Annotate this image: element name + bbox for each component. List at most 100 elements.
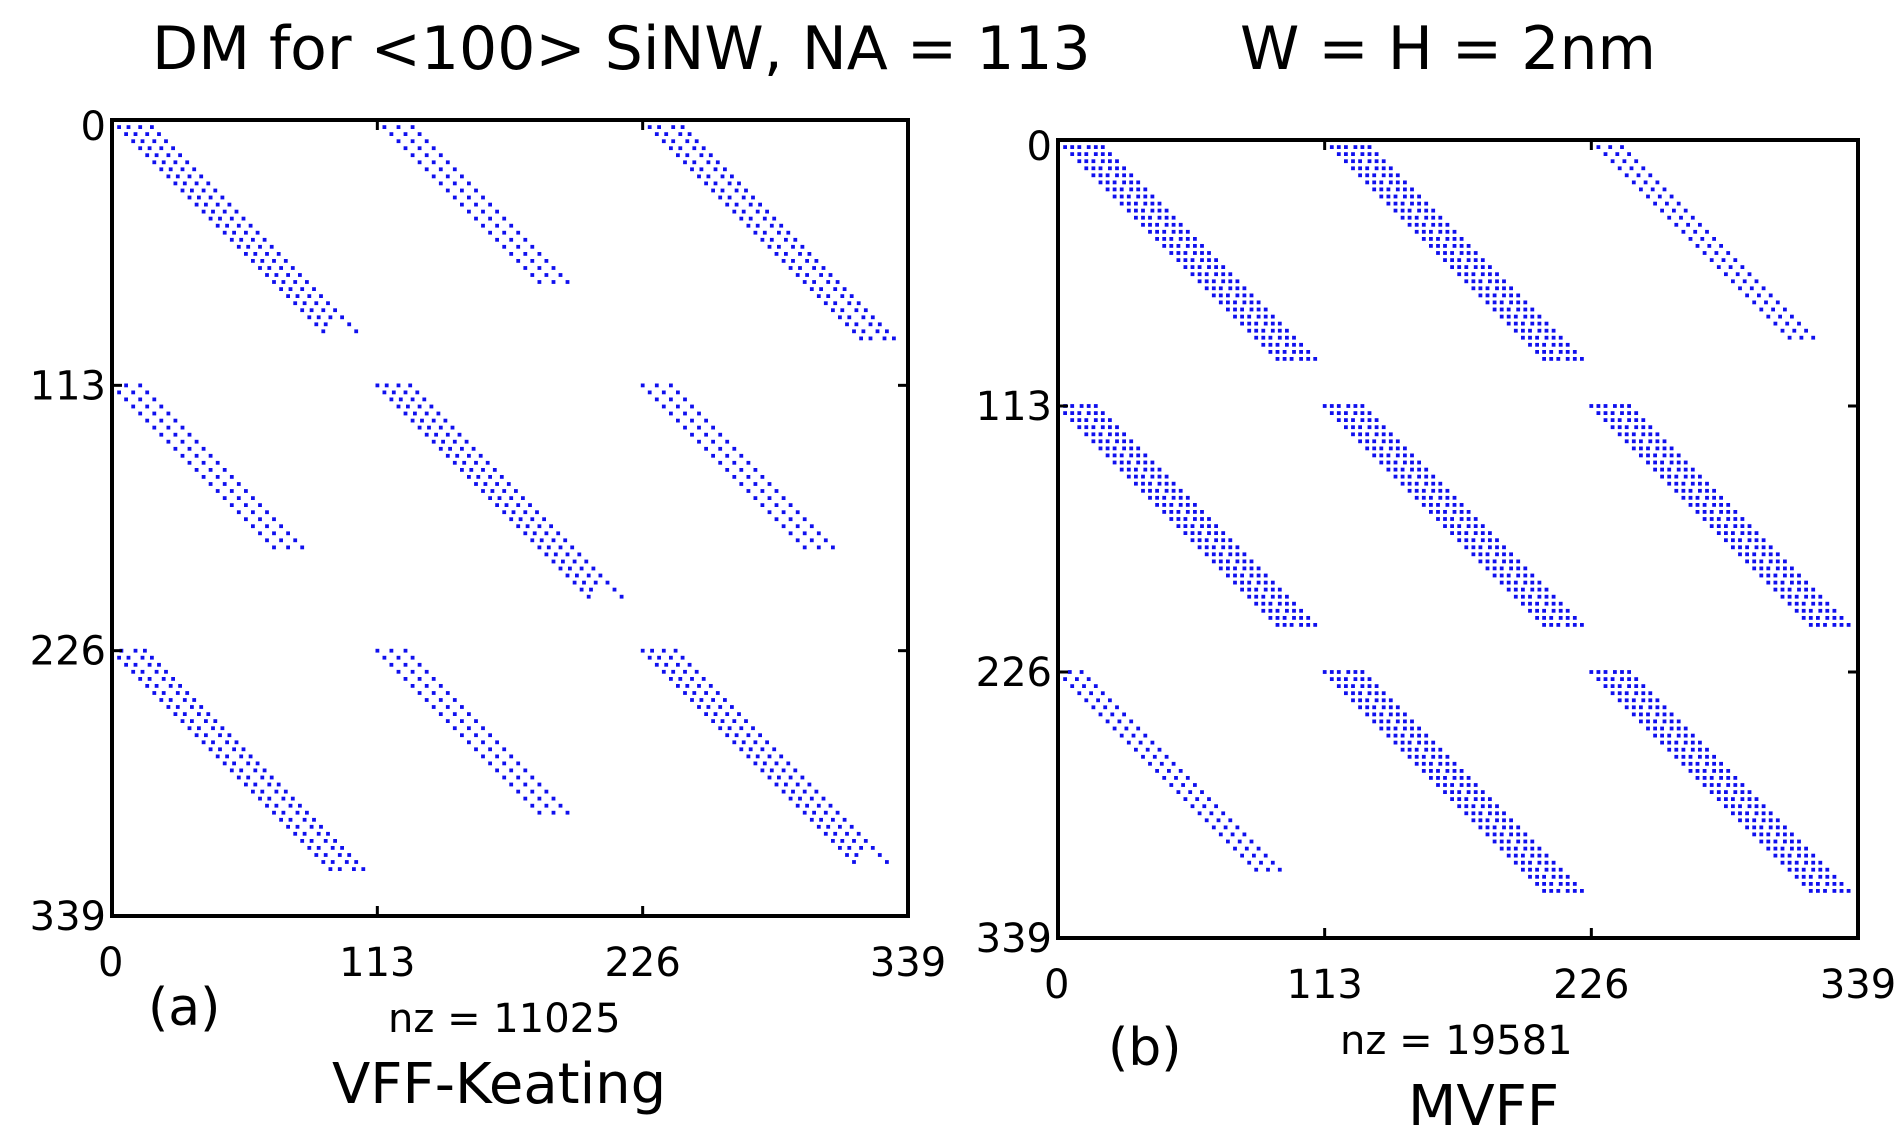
- nonzero-point: [1846, 889, 1851, 893]
- nonzero-point: [396, 655, 401, 660]
- nonzero-point: [201, 460, 206, 465]
- nonzero-point: [676, 153, 680, 158]
- nonzero-point: [1502, 811, 1506, 816]
- nonzero-point: [1700, 237, 1705, 241]
- nonzero-point: [1492, 573, 1497, 578]
- nonzero-point: [197, 726, 201, 731]
- nonzero-point: [1480, 258, 1485, 262]
- nonzero-point: [438, 181, 443, 186]
- nonzero-point: [1386, 187, 1391, 192]
- nonzero-point: [1233, 314, 1237, 319]
- nonzero-point: [1178, 488, 1183, 493]
- nonzero-point: [316, 315, 321, 320]
- nonzero-point: [1407, 488, 1412, 493]
- nonzero-point: [1344, 684, 1348, 688]
- nonzero-point: [1254, 587, 1259, 592]
- nonzero-point: [1464, 811, 1469, 816]
- nonzero-point: [1542, 357, 1546, 361]
- nonzero-point: [305, 810, 309, 815]
- nonzero-point: [1506, 314, 1511, 319]
- nonzero-point: [523, 768, 528, 773]
- nonzero-point: [1360, 411, 1365, 415]
- nonzero-point: [131, 404, 136, 409]
- nonzero-point: [293, 538, 298, 543]
- nonzero-point: [838, 846, 842, 850]
- nonzero-point: [833, 831, 838, 836]
- nonzero-point: [1839, 882, 1844, 886]
- nonzero-point: [1624, 425, 1629, 430]
- nonzero-point: [1105, 453, 1110, 458]
- nonzero-point: [1365, 432, 1370, 437]
- nonzero-point: [1457, 258, 1462, 262]
- nonzero-point: [1204, 552, 1209, 557]
- nonzero-point: [1506, 839, 1511, 844]
- nonzero-point: [1108, 152, 1112, 156]
- nonzero-point: [1832, 608, 1837, 613]
- nonzero-point: [159, 698, 164, 702]
- nonzero-point: [1565, 882, 1570, 886]
- nonzero-point: [208, 453, 213, 458]
- nonzero-point: [1705, 747, 1709, 752]
- nonzero-point: [145, 390, 150, 395]
- nonzero-point: [1157, 215, 1162, 220]
- nonzero-point: [1516, 566, 1521, 571]
- nonzero-point: [711, 453, 715, 458]
- nonzero-point: [1695, 776, 1700, 780]
- nonzero-point: [1787, 853, 1792, 858]
- nonzero-point: [1745, 818, 1749, 823]
- nonzero-point: [788, 796, 793, 801]
- nonzero-point: [835, 280, 840, 284]
- nonzero-point: [424, 139, 429, 144]
- nonzero-point: [1084, 159, 1089, 164]
- nonzero-point: [1768, 825, 1773, 830]
- nonzero-point: [1631, 698, 1636, 703]
- nonzero-point: [1549, 623, 1554, 627]
- nonzero-point: [1084, 432, 1089, 437]
- nonzero-point: [1329, 670, 1334, 674]
- nonzero-point: [300, 545, 305, 550]
- nonzero-point: [117, 125, 121, 129]
- nonzero-point: [1249, 566, 1254, 571]
- nonzero-point: [1565, 623, 1570, 627]
- nonzero-point: [1438, 481, 1443, 486]
- nonzero-point: [746, 223, 751, 228]
- nonzero-point: [1424, 481, 1429, 486]
- nonzero-point: [246, 244, 251, 249]
- nonzero-point: [676, 662, 680, 667]
- nonzero-point: [274, 273, 279, 277]
- nonzero-point: [1596, 404, 1601, 408]
- nonzero-point: [361, 867, 366, 871]
- nonzero-point: [748, 216, 753, 221]
- nonzero-point: [1558, 601, 1563, 606]
- nonzero-point: [1417, 733, 1421, 738]
- nonzero-point: [1344, 691, 1348, 696]
- nonzero-point: [1549, 357, 1554, 361]
- nonzero-point: [1431, 481, 1436, 486]
- nonzero-point: [1752, 818, 1757, 823]
- nonzero-point: [1344, 411, 1348, 415]
- nonzero-point: [1690, 481, 1695, 486]
- nonzero-point: [509, 223, 514, 228]
- y-tick-label: 226: [30, 629, 106, 675]
- nonzero-point: [1221, 531, 1226, 535]
- nonzero-point: [762, 216, 767, 221]
- nonzero-point: [1200, 251, 1204, 255]
- nonzero-point: [1523, 580, 1528, 585]
- nonzero-point: [1233, 566, 1237, 571]
- nonzero-point: [265, 273, 269, 277]
- nonzero-point: [661, 669, 666, 674]
- nonzero-point: [753, 230, 758, 235]
- nonzero-point: [739, 747, 744, 752]
- nonzero-point: [546, 545, 551, 550]
- nonzero-point: [1351, 152, 1355, 156]
- nonzero-point: [1270, 594, 1275, 599]
- nonzero-point: [1157, 481, 1162, 486]
- nonzero-point: [734, 733, 739, 738]
- nonzero-point: [1639, 187, 1643, 192]
- nonzero-point: [1773, 573, 1778, 578]
- nonzero-point: [1695, 761, 1700, 766]
- nonzero-point: [1381, 705, 1386, 710]
- nonzero-point: [1719, 244, 1723, 248]
- nonzero-point: [654, 662, 659, 667]
